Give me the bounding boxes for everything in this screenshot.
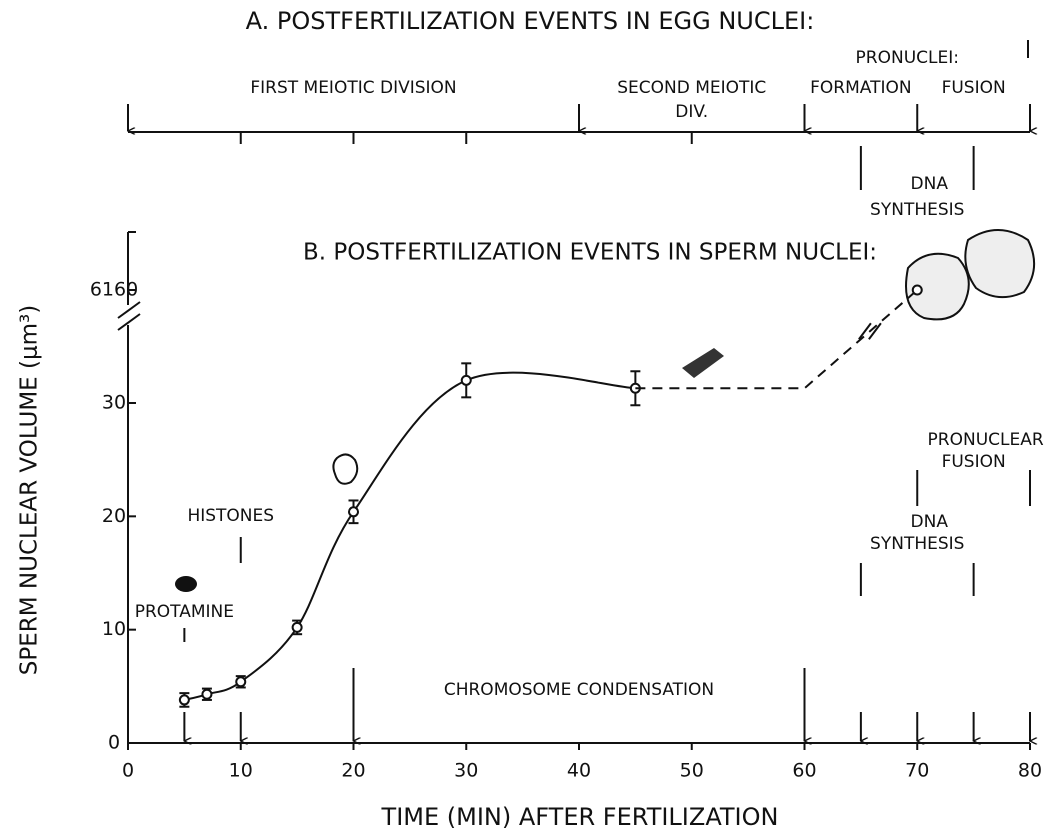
nucleus-sketch (333, 454, 357, 483)
protamine-nucleus (175, 576, 197, 592)
fusion-label: FUSION (942, 452, 1006, 472)
point (180, 695, 189, 704)
protamine-label: PROTAMINE (135, 602, 234, 622)
egg-dna-label: SYNTHESIS (870, 200, 964, 220)
dna-synthesis-label: SYNTHESIS (870, 534, 964, 554)
egg-dna-label: DNA (911, 174, 949, 194)
y-tick-label: 30 (102, 392, 126, 414)
egg-label: FUSION (942, 78, 1006, 98)
series-line (635, 290, 917, 388)
x-tick-label: 40 (567, 760, 591, 782)
condensation-label: CHROMOSOME CONDENSATION (444, 680, 714, 700)
figure: A. POSTFERTILIZATION EVENTS IN EGG NUCLE… (0, 0, 1047, 836)
x-tick-label: 80 (1018, 760, 1042, 782)
x-tick-label: 50 (680, 760, 704, 782)
y-tick-label: 10 (102, 618, 126, 640)
point (293, 623, 302, 632)
pronuclei-label: PRONUCLEI: (856, 48, 959, 68)
fusion-label: PRONUCLEAR (928, 430, 1044, 450)
point (462, 376, 471, 385)
x-tick-label: 0 (122, 760, 134, 782)
point (349, 507, 358, 516)
point (202, 690, 211, 699)
x-tick-label: 70 (905, 760, 929, 782)
y-tick-label: 20 (102, 505, 126, 527)
y-axis-label: SPERM NUCLEAR VOLUME (μm³) (17, 305, 43, 675)
x-tick-label: 10 (229, 760, 253, 782)
point (236, 677, 245, 686)
x-tick-label: 20 (341, 760, 365, 782)
egg-title: A. POSTFERTILIZATION EVENTS IN EGG NUCLE… (246, 7, 815, 35)
sperm-title: B. POSTFERTILIZATION EVENTS IN SPERM NUC… (303, 240, 877, 266)
nucleus-sketch (682, 348, 724, 378)
y-tick-label: 6160 (90, 279, 138, 301)
egg-label: DIV. (675, 102, 708, 122)
series-line (184, 373, 635, 700)
egg-label: FORMATION (810, 78, 911, 98)
x-axis-label: TIME (MIN) AFTER FERTILIZATION (381, 803, 779, 831)
dna-synthesis-label: DNA (911, 512, 949, 532)
point (913, 286, 922, 295)
pronucleus-sketch (965, 230, 1034, 297)
y-tick-label: 0 (108, 732, 120, 754)
histones-label: HISTONES (187, 506, 274, 526)
egg-label: SECOND MEIOTIC (617, 78, 766, 98)
x-tick-label: 60 (792, 760, 816, 782)
egg-label: FIRST MEIOTIC DIVISION (250, 78, 456, 98)
x-tick-label: 30 (454, 760, 478, 782)
